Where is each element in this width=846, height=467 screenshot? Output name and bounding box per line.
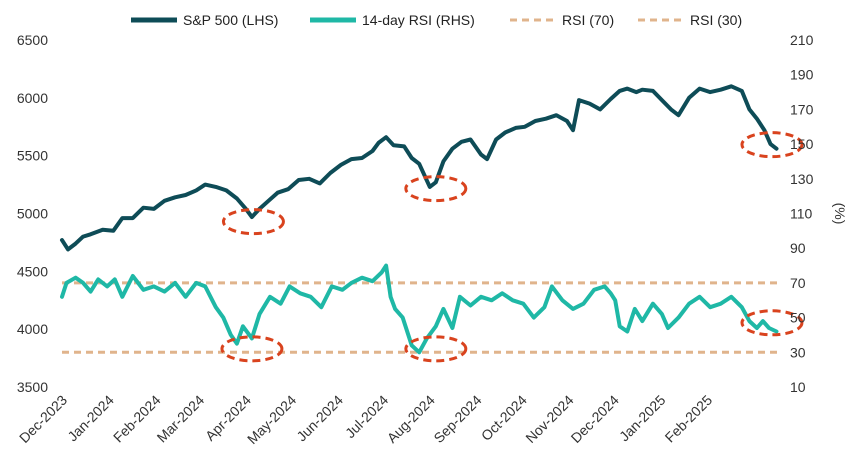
annotation-ellipse (740, 131, 804, 159)
y-right-tick-label: 70 (790, 275, 806, 291)
y-right-tick-label: 130 (790, 171, 814, 187)
x-tick-label: Jan-2024 (64, 392, 117, 445)
y-left-tick-label: 4000 (17, 321, 48, 337)
right-axis: 10 30 50 70 90 110 130 150 170 190 210 (%) (790, 32, 846, 395)
y-right-tick-label: 110 (790, 206, 813, 222)
legend-label: S&P 500 (LHS) (183, 12, 278, 28)
x-tick-label: Oct-2024 (478, 392, 530, 444)
y-left-tick-label: 6000 (17, 90, 48, 106)
annotation-ellipse (220, 335, 284, 363)
y-right-tick-label: 90 (790, 240, 806, 256)
annotations (220, 131, 804, 363)
legend-label: 14-day RSI (RHS) (362, 12, 475, 28)
annotation-ellipse (404, 175, 468, 203)
series-layer (60, 84, 779, 355)
x-tick-label: Jun-2024 (293, 392, 346, 445)
legend-label: RSI (30) (690, 12, 742, 28)
x-tick-label: Mar-2024 (154, 392, 208, 446)
y-right-tick-label: 150 (790, 136, 814, 152)
legend-label: RSI (70) (562, 12, 614, 28)
x-tick-label: Aug-2024 (384, 392, 438, 446)
x-tick-label: May-2024 (244, 392, 299, 447)
x-tick-label: Dec-2023 (16, 392, 70, 446)
x-tick-label: Nov-2024 (522, 392, 576, 446)
x-tick-label: Dec-2024 (568, 392, 622, 446)
annotation-ellipse (221, 208, 285, 236)
y-right-tick-label: 50 (790, 310, 806, 326)
rsi-line (60, 263, 779, 355)
x-tick-label: Feb-2025 (662, 392, 716, 446)
reference-lines (62, 281, 778, 354)
y-left-tick-label: 3500 (17, 379, 48, 395)
y-right-tick-label: 10 (790, 379, 806, 395)
y-right-tick-label: 190 (790, 67, 814, 83)
y-left-tick-label: 6500 (17, 32, 48, 48)
y-left-tick-label: 4500 (17, 263, 48, 279)
x-tick-label: Jan-2025 (616, 392, 669, 445)
x-tick-label: Sep-2024 (430, 392, 484, 446)
x-axis: Dec-2023Jan-2024Feb-2024Mar-2024Apr-2024… (16, 392, 716, 447)
legend: S&P 500 (LHS) 14-day RSI (RHS) RSI (70) RSI… (131, 12, 742, 28)
y-right-tick-label: 30 (790, 344, 806, 360)
y-right-tick-label: 170 (790, 101, 814, 117)
y-right-tick-label: 210 (790, 32, 814, 48)
y-left-tick-label: 5000 (17, 206, 48, 222)
annotation-ellipse (740, 309, 804, 337)
y-left-tick-label: 5500 (17, 148, 48, 164)
sp500-line (60, 84, 779, 252)
y-right-axis-label: (%) (832, 203, 846, 225)
annotation-ellipse (404, 335, 468, 363)
left-axis: 3500 4000 4500 5000 5500 6000 6500 (17, 32, 48, 395)
